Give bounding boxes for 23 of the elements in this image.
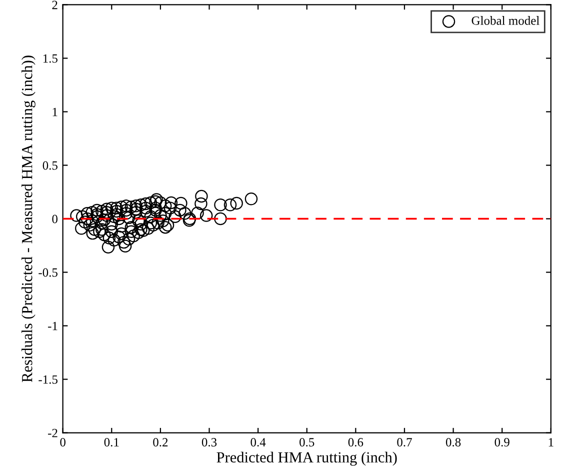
x-tick-label: 0.3 <box>202 438 217 447</box>
y-tick-label: 0 <box>52 214 58 224</box>
y-tick-label: -2 <box>48 428 58 438</box>
y-tick-label: 2 <box>52 0 58 10</box>
y-axis-title: Residuals (Predicted - Measured HMA rutting (inch)) <box>22 56 36 382</box>
x-tick-label: 0 <box>60 438 66 446</box>
x-tick-label: 0.5 <box>300 438 314 447</box>
y-tick-label: -1 <box>48 322 58 330</box>
y-tick-label: -0.5 <box>38 268 58 277</box>
x-tick-label: 0.6 <box>348 438 364 447</box>
x-tick-label: 0.1 <box>104 438 119 447</box>
x-axis-title: Predicted HMA rutting (inch) <box>216 452 397 466</box>
legend-label: Global model <box>472 16 540 25</box>
x-tick-label: 0.8 <box>446 438 461 447</box>
x-tick-label: 0.4 <box>250 438 266 447</box>
x-tick-label: 0.7 <box>397 438 412 447</box>
x-tick-label: 0.2 <box>153 438 168 447</box>
y-tick-label: 0.5 <box>42 161 58 170</box>
x-tick-label: 0.9 <box>494 438 510 447</box>
x-tick-label: 1 <box>548 438 554 446</box>
y-tick-label: 1 <box>52 108 58 116</box>
y-tick-label: 1.5 <box>43 54 58 63</box>
y-tick-label: -1.5 <box>38 375 58 384</box>
